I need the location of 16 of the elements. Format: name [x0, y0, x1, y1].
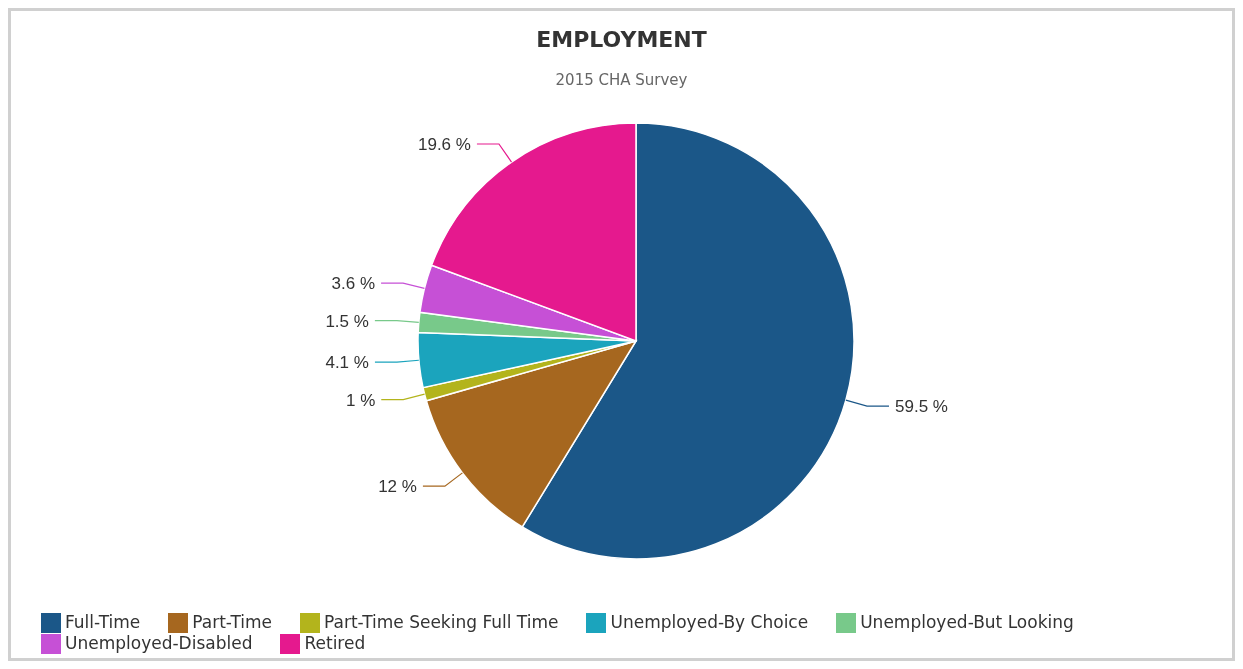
data-label: 1.5 % — [325, 311, 369, 331]
data-label: 19.6 % — [418, 134, 471, 154]
chart-title: EMPLOYMENT — [535, 27, 708, 52]
legend-label: Unemployed-By Choice — [610, 612, 809, 632]
legend-label: Unemployed-Disabled — [65, 633, 253, 653]
chart-subtitle: 2015 CHA Survey — [554, 71, 689, 89]
data-label: 3.6 % — [331, 274, 376, 294]
legend-label: Unemployed-But Looking — [860, 612, 1074, 632]
legend-label: Part-Time Seeking Full Time — [324, 612, 559, 632]
data-label: 12 % — [378, 477, 417, 497]
legend-label: Full-Time — [65, 612, 141, 632]
data-label: 1 % — [345, 390, 376, 410]
data-label: 4.1 % — [325, 353, 369, 373]
legend-label: Part-Time — [192, 612, 272, 632]
data-label: 59.5 % — [895, 397, 948, 417]
legend-label: Retired — [304, 633, 366, 653]
